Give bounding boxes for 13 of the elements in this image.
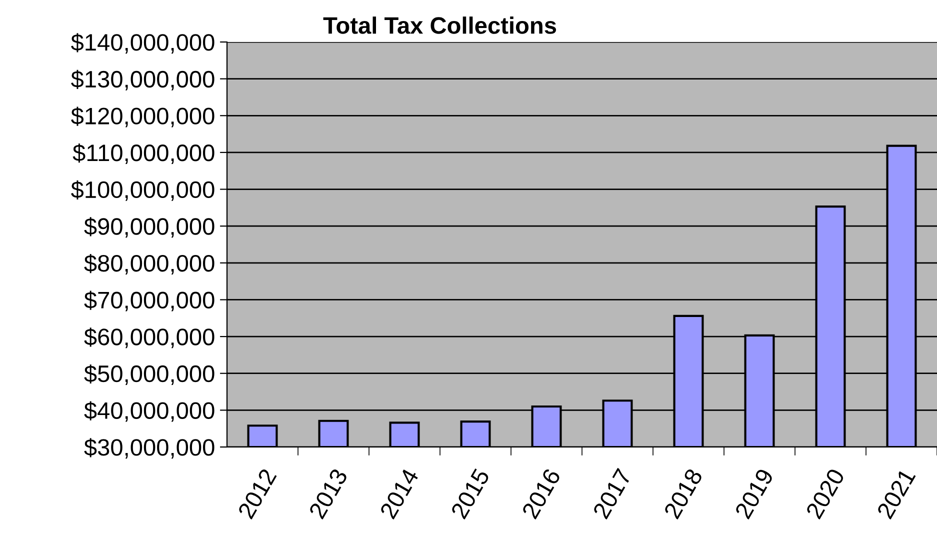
- y-tick-label: $50,000,000: [84, 364, 214, 385]
- y-tick-label: $80,000,000: [84, 254, 214, 274]
- y-tick-label: $40,000,000: [84, 401, 214, 422]
- y-tick-label: $130,000,000: [71, 70, 214, 90]
- y-tick-label: $60,000,000: [84, 328, 214, 348]
- chart-title: Total Tax Collections: [323, 16, 556, 34]
- y-tick-label: $70,000,000: [84, 290, 214, 312]
- y-tick-label: $120,000,000: [71, 106, 214, 128]
- y-tick-label: $140,000,000: [71, 33, 214, 54]
- y-tick-label: $100,000,000: [71, 180, 214, 201]
- y-tick-label: $90,000,000: [84, 217, 214, 238]
- y-tick-label: $110,000,000: [72, 144, 214, 164]
- y-tick-label: $30,000,000: [84, 438, 214, 459]
